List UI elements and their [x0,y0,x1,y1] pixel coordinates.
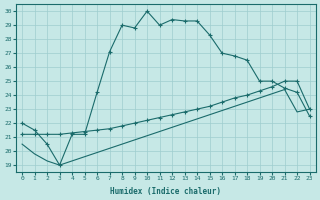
X-axis label: Humidex (Indice chaleur): Humidex (Indice chaleur) [110,187,221,196]
